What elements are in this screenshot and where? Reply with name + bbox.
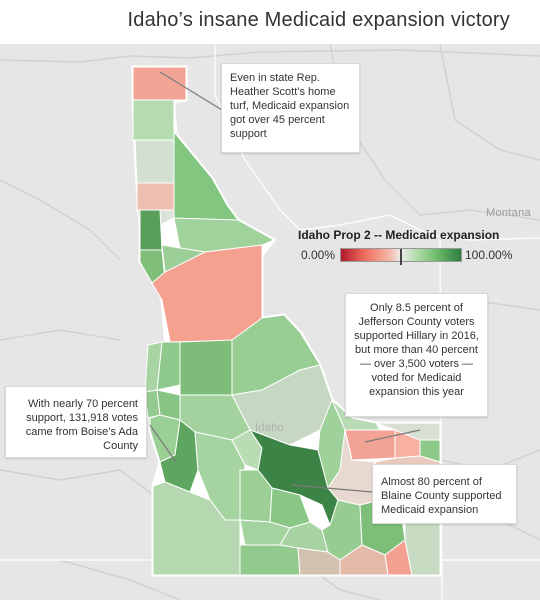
- callout-jefferson: Only 8.5 percent of Jefferson County vot…: [345, 293, 488, 417]
- callout-leaders: [149, 71, 421, 493]
- montana-label: Montana: [486, 207, 531, 219]
- county-bonner[interactable]: [132, 99, 175, 141]
- legend-midpoint-marker: [400, 249, 402, 265]
- callout-ada: With nearly 70 percent support, 131,918 …: [5, 386, 147, 458]
- county-latah[interactable]: [139, 209, 163, 251]
- county-kootenai[interactable]: [134, 139, 175, 184]
- legend-scale: 0.00% 100.00%: [298, 246, 526, 265]
- county-boundary[interactable]: [132, 66, 187, 101]
- map-view[interactable]: Montana Idaho Idaho Prop 2 -- Medicaid e…: [0, 44, 540, 600]
- title-bar: Idaho’s insane Medicaid expansion victor…: [0, 0, 540, 45]
- legend-gradient-bar: [340, 248, 462, 265]
- county-blaine[interactable]: [248, 428, 339, 527]
- legend-min-label: 0.00%: [301, 248, 336, 262]
- county-owyhee[interactable]: [152, 481, 241, 576]
- callout-ada-text: With nearly 70 percent support, 131,918 …: [25, 398, 138, 452]
- county-bear-lake[interactable]: [404, 519, 441, 576]
- legend-title: Idaho Prop 2 -- Medicaid expansion: [298, 228, 500, 242]
- callout-jefferson-text: Only 8.5 percent of Jefferson County vot…: [354, 302, 479, 398]
- county-kootenai-south[interactable]: [136, 182, 175, 211]
- idaho-label: Idaho: [255, 422, 285, 434]
- callout-scott-text: Even in state Rep. Heather Scott’s home …: [230, 72, 350, 140]
- legend-max-label: 100.00%: [465, 248, 513, 262]
- county-valley[interactable]: [179, 339, 233, 396]
- callout-scott: Even in state Rep. Heather Scott’s home …: [221, 63, 360, 153]
- county-twin-falls[interactable]: [239, 544, 301, 576]
- callout-blaine-text: Almost 80 percent of Blaine County suppo…: [381, 476, 502, 516]
- county-jefferson[interactable]: [344, 429, 396, 461]
- map-canvas: [0, 44, 540, 600]
- callout-blaine: Almost 80 percent of Blaine County suppo…: [372, 464, 517, 524]
- color-legend[interactable]: Idaho Prop 2 -- Medicaid expansion 0.00%…: [298, 228, 526, 265]
- dashboard-title: Idaho’s insane Medicaid expansion victor…: [127, 9, 510, 31]
